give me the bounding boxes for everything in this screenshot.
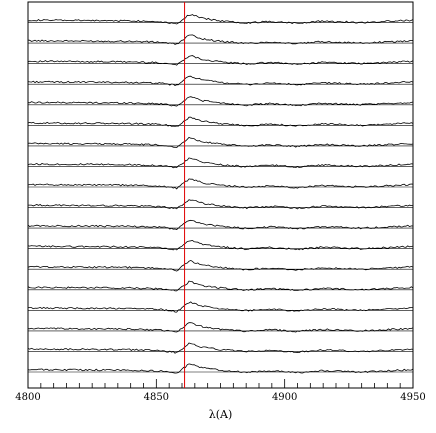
x-tick-label-4850: 4850 [144, 392, 169, 403]
spectrum-line-10 [28, 199, 413, 210]
spectrum-line-6 [27, 116, 414, 127]
spectrum-line-18 [27, 363, 414, 374]
x-tick-label-4900: 4900 [272, 392, 297, 403]
spectrum-line-2 [27, 34, 414, 45]
x-ticks-group [27, 379, 414, 388]
spectrum-line-4 [27, 75, 414, 86]
spectrum-line-11 [27, 219, 414, 230]
spectra-series-group [27, 14, 414, 374]
spectrum-line-3 [27, 55, 414, 66]
spectrum-line-8 [27, 157, 414, 169]
spectrum-line-14 [27, 280, 414, 292]
x-tick-label-4800: 4800 [15, 392, 40, 403]
spectrum-line-7 [27, 136, 414, 149]
spectrum-line-13 [27, 259, 414, 272]
x-tick-label-4950: 4950 [400, 392, 425, 403]
spectrum-line-9 [27, 178, 414, 190]
spectrum-line-16 [27, 322, 414, 333]
x-axis-label: λ(A) [209, 408, 233, 421]
